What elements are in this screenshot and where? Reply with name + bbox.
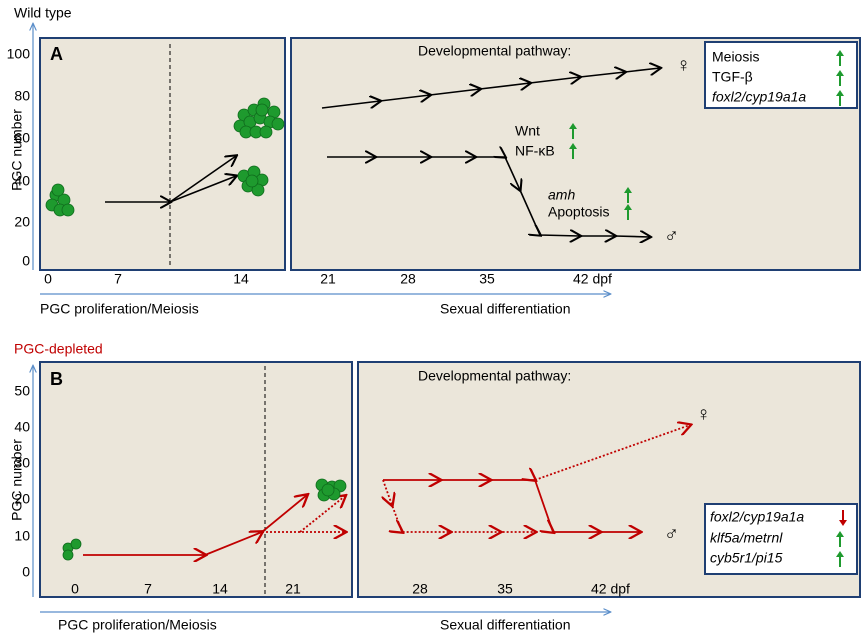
x-axis-label: Sexual differentiation	[440, 301, 571, 317]
gene: klf5a/metrnl	[710, 530, 783, 546]
x-tick-label: 14	[233, 271, 249, 287]
male-symbol: ♂	[664, 225, 679, 247]
gene: Meiosis	[712, 49, 759, 65]
y-tick-label: 20	[14, 214, 30, 230]
x-tick-label: 28	[412, 581, 428, 597]
x-tick-label: 0	[44, 271, 52, 287]
y-tick-label: 0	[22, 253, 30, 269]
x-tick-label: 42 dpf	[591, 581, 630, 597]
x-tick-label: 35	[479, 271, 495, 287]
y-tick-label: 80	[14, 88, 30, 104]
pathway-title: Developmental pathway:	[418, 43, 571, 59]
x-tick-label: 21	[285, 581, 301, 597]
annotation: NF-κB	[515, 143, 555, 159]
x-axis-label: PGC proliferation/Meiosis	[58, 617, 217, 633]
female-symbol: ♀	[676, 54, 691, 76]
y-tick-label: 60	[14, 130, 30, 146]
condition: PGC-depleted	[14, 341, 103, 357]
x-tick-label: 7	[114, 271, 122, 287]
x-tick-label: 7	[144, 581, 152, 597]
x-axis-label: Sexual differentiation	[440, 617, 571, 633]
x-tick-label: 42 dpf	[573, 271, 612, 287]
y-tick-label: 0	[22, 564, 30, 580]
panel-label: A	[50, 44, 63, 64]
panel-b: PGC-depleted PGC number B 50 40 30 20 10 0 0 7 1…	[9, 341, 860, 633]
annotation: Wnt	[515, 123, 540, 139]
y-tick-label: 40	[14, 173, 30, 189]
gene: foxl2/cyp19a1a	[710, 509, 804, 525]
y-tick-label: 50	[14, 383, 30, 399]
female-symbol: ♀	[696, 403, 711, 425]
panel-box	[40, 38, 285, 270]
y-tick-label: 10	[14, 528, 30, 544]
y-tick-label: 40	[14, 419, 30, 435]
x-tick-label: 28	[400, 271, 416, 287]
x-tick-label: 21	[320, 271, 336, 287]
annotation: Apoptosis	[548, 204, 609, 220]
x-axis-label: PGC proliferation/Meiosis	[40, 301, 199, 317]
x-tick-label: 35	[497, 581, 513, 597]
pathway-title: Developmental pathway:	[418, 368, 571, 384]
y-tick-label: 30	[14, 455, 30, 471]
y-tick-label: 100	[7, 46, 31, 62]
figure: Wild type PGC number A 10080604020007142…	[0, 0, 862, 633]
y-tick-label: 20	[14, 491, 30, 507]
condition: Wild type	[14, 5, 72, 21]
x-tick-label: 14	[212, 581, 228, 597]
gene: TGF-β	[712, 69, 753, 85]
gene: foxl2/cyp19a1a	[712, 89, 806, 105]
y-axis-label: PGC number	[9, 439, 25, 521]
panel-label: B	[50, 369, 63, 389]
x-tick-label: 0	[71, 581, 79, 597]
male-symbol: ♂	[664, 523, 679, 545]
gene: cyb5r1/pi15	[710, 550, 783, 566]
panel-box	[40, 362, 352, 597]
annotation: amh	[548, 187, 575, 203]
